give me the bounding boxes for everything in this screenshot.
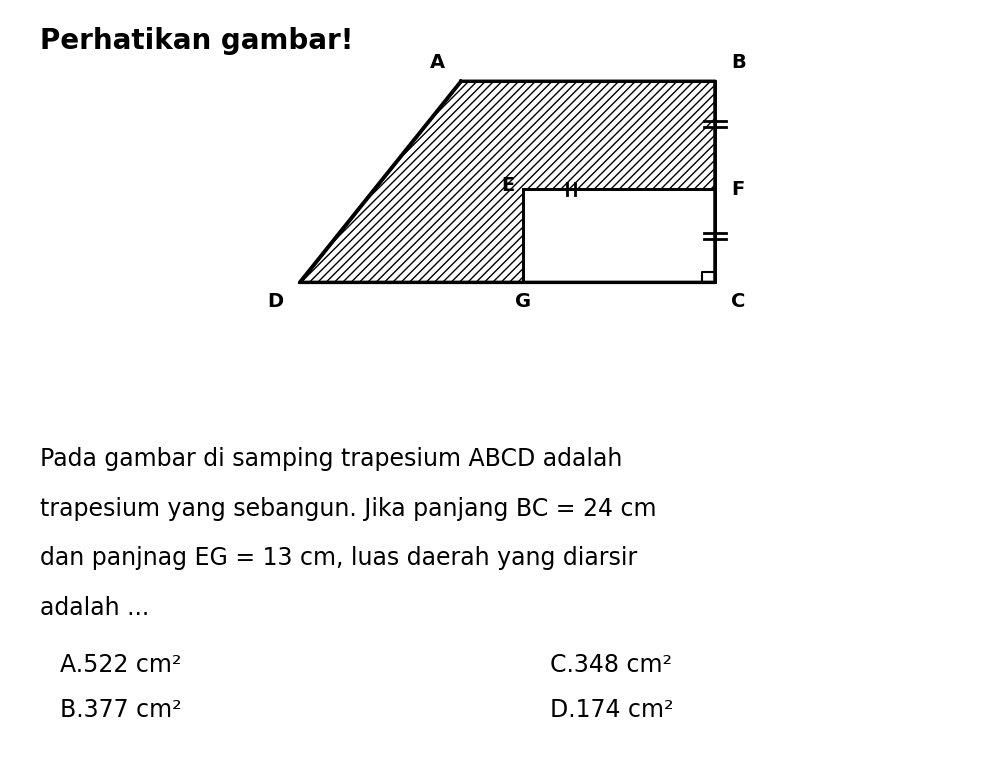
Polygon shape [523, 189, 715, 283]
Text: adalah ...: adalah ... [40, 596, 149, 620]
Text: dan panjnag EG = 13 cm, luas daerah yang diarsir: dan panjnag EG = 13 cm, luas daerah yang… [40, 546, 637, 570]
Text: G: G [515, 292, 531, 311]
Text: C: C [731, 292, 745, 311]
Text: A.522 cm²: A.522 cm² [60, 653, 181, 677]
Text: A: A [430, 53, 445, 72]
Text: B: B [731, 53, 746, 72]
Text: E: E [502, 176, 515, 195]
Text: D: D [267, 292, 284, 311]
Text: Pada gambar di samping trapesium ABCD adalah: Pada gambar di samping trapesium ABCD ad… [40, 447, 622, 471]
Polygon shape [300, 81, 715, 283]
Text: B.377 cm²: B.377 cm² [60, 698, 182, 721]
Text: F: F [731, 180, 744, 199]
Text: C.348 cm²: C.348 cm² [550, 653, 672, 677]
Text: D.174 cm²: D.174 cm² [550, 698, 674, 721]
Text: Perhatikan gambar!: Perhatikan gambar! [40, 27, 353, 55]
Text: trapesium yang sebangun. Jika panjang BC = 24 cm: trapesium yang sebangun. Jika panjang BC… [40, 497, 656, 520]
